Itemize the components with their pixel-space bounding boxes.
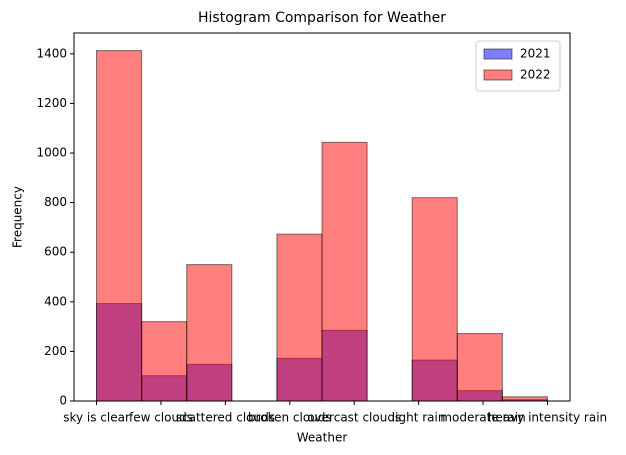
bar bbox=[411, 197, 458, 402]
x-tick-label: broken clouds bbox=[248, 411, 332, 425]
bar bbox=[96, 50, 143, 402]
x-tick-label: light rain bbox=[392, 411, 446, 425]
bar bbox=[141, 321, 188, 402]
x-tick-label: heavy intensity rain bbox=[488, 411, 607, 425]
legend-swatch bbox=[483, 69, 513, 81]
x-tick-label: moderate rain bbox=[440, 411, 525, 425]
y-tick-label: 600 bbox=[44, 245, 67, 259]
bar bbox=[321, 141, 368, 402]
y-tick-label: 1200 bbox=[36, 96, 67, 110]
x-tick-label: scattered clouds bbox=[176, 411, 275, 425]
x-tick-label: sky is clear bbox=[63, 411, 130, 425]
bar bbox=[186, 264, 233, 402]
x-axis-label: Weather bbox=[297, 431, 348, 445]
y-tick-label: 0 bbox=[59, 394, 67, 408]
plot-frame bbox=[73, 32, 571, 402]
y-tick-label: 200 bbox=[44, 344, 67, 358]
bar bbox=[501, 396, 548, 402]
y-tick-label: 1400 bbox=[36, 46, 67, 60]
y-tick-label: 1000 bbox=[36, 146, 67, 160]
y-tick-label: 800 bbox=[44, 195, 67, 209]
bar bbox=[276, 233, 323, 402]
legend-swatch bbox=[483, 48, 513, 60]
chart-title: Histogram Comparison for Weather bbox=[198, 10, 446, 26]
x-tick-label: overcast clouds bbox=[307, 411, 401, 425]
y-axis-label: Frequency bbox=[11, 186, 25, 248]
legend-label: 2022 bbox=[520, 68, 551, 82]
legend-label: 2021 bbox=[520, 47, 551, 61]
x-tick-label: few clouds bbox=[129, 411, 193, 425]
bar bbox=[456, 333, 503, 402]
y-tick-label: 400 bbox=[44, 294, 67, 308]
